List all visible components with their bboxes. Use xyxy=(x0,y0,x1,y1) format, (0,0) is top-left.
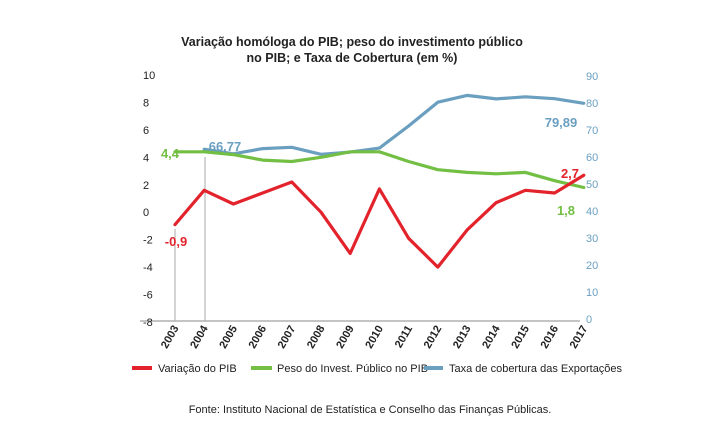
x-axis-tick-label: 2003 xyxy=(159,324,182,351)
x-axis-tick-label: 2013 xyxy=(451,324,474,351)
data-label-last: 1,8 xyxy=(557,203,575,218)
right-axis-tick-label: 80 xyxy=(586,98,598,110)
x-axis-tick-label: 2008 xyxy=(305,324,328,351)
x-axis-tick-label: 2011 xyxy=(393,324,415,351)
x-axis-tick-label: 2010 xyxy=(363,324,386,351)
x-axis-tick-label: 2006 xyxy=(247,324,270,351)
left-axis-tick-label: -4 xyxy=(143,262,153,274)
chart-title-line2: no PIB; e Taxa de Cobertura (em %) xyxy=(247,51,458,65)
source-note: Fonte: Instituto Nacional de Estatística… xyxy=(189,404,552,416)
left-axis-tick-label: 6 xyxy=(143,125,149,137)
right-axis-tick-label: 30 xyxy=(586,233,598,245)
series-line-cobertura xyxy=(202,93,586,156)
right-axis-tick-label: 20 xyxy=(586,260,598,272)
x-axis-tick-label: 2017 xyxy=(568,324,591,351)
series-line-pib xyxy=(173,173,586,269)
right-axis-tick-label: 50 xyxy=(586,179,598,191)
right-axis-tick-label: 10 xyxy=(586,287,598,299)
right-axis-tick-label: 40 xyxy=(586,206,598,218)
legend-label-invest: Peso do Invest. Público no PIB xyxy=(277,363,428,375)
x-axis-tick-label: 2009 xyxy=(334,324,357,351)
series-line-invest xyxy=(173,150,586,190)
left-axis-tick-label: 2 xyxy=(143,180,149,192)
x-axis-tick-label: 2012 xyxy=(422,324,445,351)
legend-label-cobertura: Taxa de cobertura das Exportações xyxy=(449,363,623,375)
x-axis-tick-label: 2007 xyxy=(276,324,299,351)
x-axis-tick-label: 2015 xyxy=(509,324,532,351)
x-axis-tick-label: 2016 xyxy=(539,324,562,351)
left-axis-tick-label: 0 xyxy=(143,207,149,219)
right-axis-tick-label: 60 xyxy=(586,152,598,164)
right-axis-tick-label: 70 xyxy=(586,125,598,137)
data-label-first: -0,9 xyxy=(165,234,187,249)
left-axis-tick-label: 10 xyxy=(143,70,155,82)
left-axis-tick-label: 4 xyxy=(143,152,149,164)
legend-label-pib: Variação do PIB xyxy=(158,363,237,375)
left-axis-tick-label: 8 xyxy=(143,97,149,109)
data-label-first: 4,4 xyxy=(161,146,180,161)
right-axis-tick-label: 0 xyxy=(586,314,592,326)
right-axis-tick-label: 90 xyxy=(586,71,598,83)
left-axis-tick-label: -8 xyxy=(143,317,153,329)
x-axis-tick-label: 2004 xyxy=(188,323,211,351)
left-axis-tick-label: -6 xyxy=(143,290,153,302)
data-label-first: 66,77 xyxy=(209,139,242,154)
data-label-last: 79,89 xyxy=(545,115,578,130)
chart-title-line1: Variação homóloga do PIB; peso do invest… xyxy=(181,35,523,49)
x-axis-tick-label: 2014 xyxy=(480,323,503,351)
data-label-last: 2,7 xyxy=(561,166,579,181)
x-axis-tick-label: 2005 xyxy=(217,324,240,351)
left-axis-tick-label: -2 xyxy=(143,235,153,247)
